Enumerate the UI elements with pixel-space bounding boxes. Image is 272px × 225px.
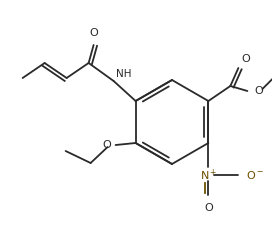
Text: NH: NH [116, 69, 131, 79]
Text: O$^-$: O$^-$ [246, 169, 264, 181]
Text: N$^+$: N$^+$ [200, 167, 217, 183]
Text: O: O [204, 203, 213, 213]
Text: O: O [102, 140, 111, 150]
Text: O: O [254, 86, 263, 96]
Text: O: O [89, 28, 98, 38]
Text: O: O [241, 54, 250, 64]
